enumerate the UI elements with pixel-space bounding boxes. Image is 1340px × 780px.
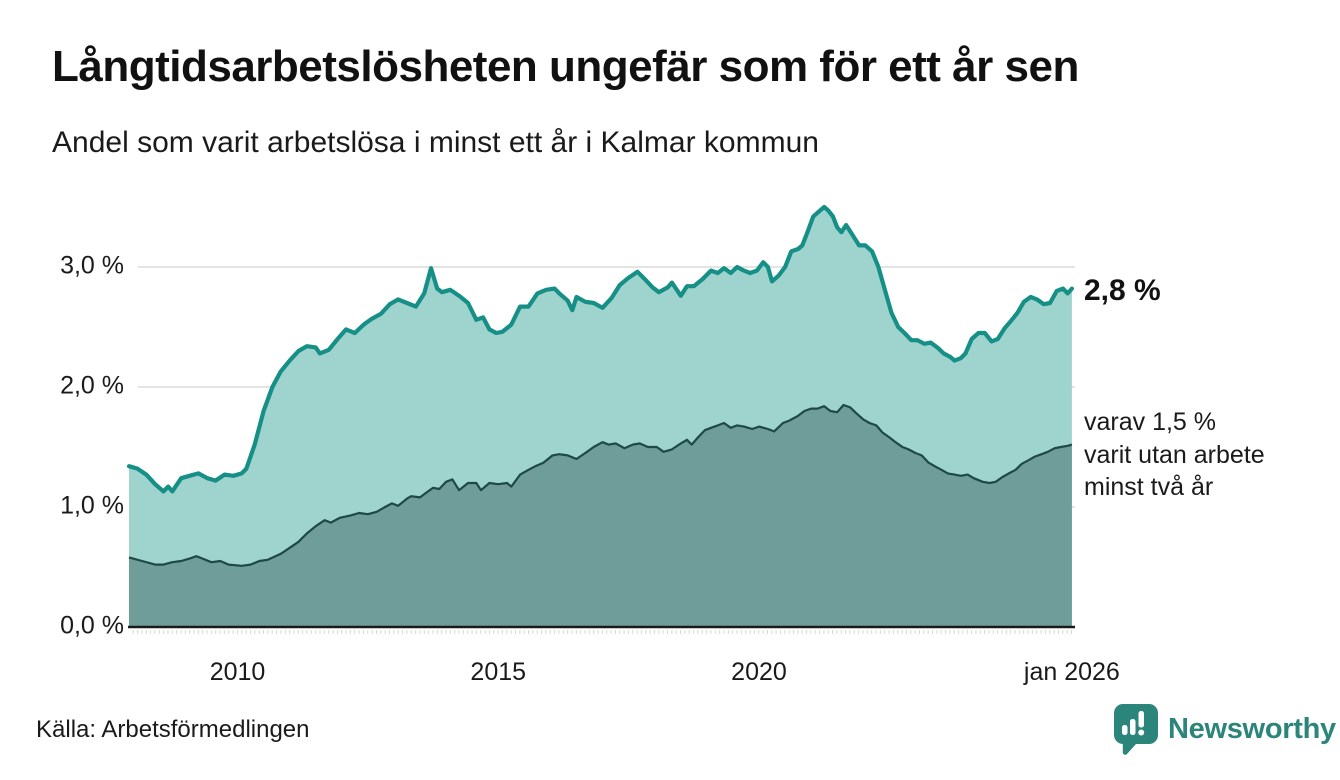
y-tick-label: 1,0 % — [60, 491, 124, 520]
x-tick-label: 2020 — [731, 658, 787, 686]
primary-line — [126, 204, 1074, 494]
x-tick-label: 2015 — [470, 658, 527, 686]
series-end-note-label: varav 1,5 % varit utan arbete minst två … — [1084, 408, 1265, 501]
y-tick-label: 2,0 % — [60, 371, 124, 400]
newsworthy-bubble-icon — [1114, 704, 1158, 755]
brand-wordmark: Newsworthy — [1168, 712, 1336, 745]
x-tick-label: 2010 — [209, 658, 266, 686]
series-end-value-label: 2,8 % — [1084, 274, 1161, 307]
y-tick-label: 3,0 % — [60, 251, 124, 280]
chart-subtitle: Andel som varit arbetslösa i minst ett å… — [52, 126, 819, 159]
brand-logo: Newsworthy — [1113, 703, 1336, 755]
page-title: Långtidsarbetslösheten ungefär som för e… — [52, 42, 1079, 91]
y-tick-label: 0,0 % — [60, 611, 124, 640]
secondary-area — [129, 405, 1072, 627]
source-credit: Källa: Arbetsförmedlingen — [36, 716, 310, 743]
x-tick-label: jan 2026 — [1023, 658, 1120, 686]
secondary-line — [128, 403, 1073, 567]
